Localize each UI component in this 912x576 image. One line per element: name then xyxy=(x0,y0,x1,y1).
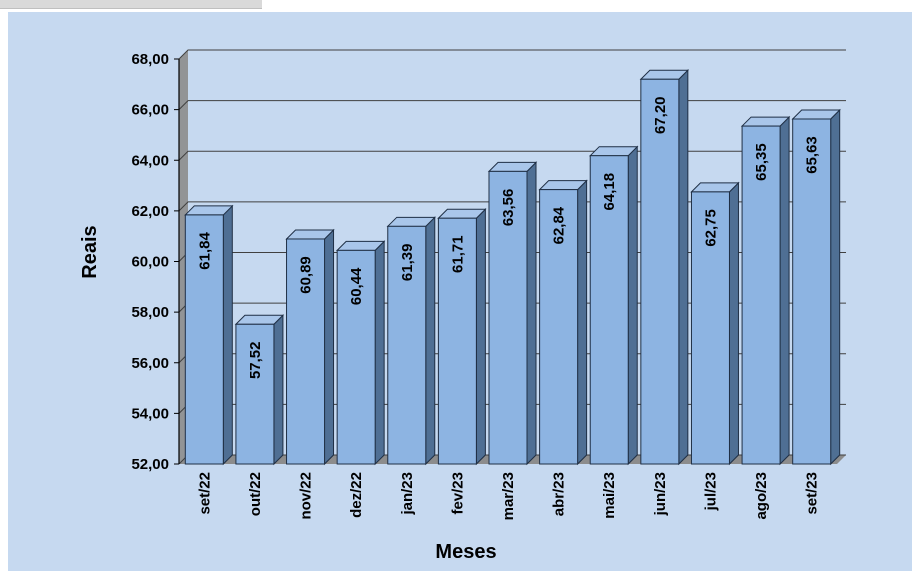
bar: 61,39 xyxy=(386,216,436,466)
bar-value-label: 67,20 xyxy=(652,96,669,134)
bar-top xyxy=(285,229,335,240)
x-tick-label: mar/23 xyxy=(500,472,517,520)
x-tick-label: jan/23 xyxy=(399,472,416,516)
x-axis-label: Meses xyxy=(435,541,496,563)
bar-side xyxy=(324,228,335,466)
bar-top xyxy=(690,182,740,193)
gridline xyxy=(178,49,846,60)
bar-side xyxy=(526,161,537,466)
bar-top xyxy=(184,205,234,216)
y-tick-label: 60,00 xyxy=(131,254,169,271)
bar-value-label: 60,89 xyxy=(298,256,315,294)
bar-side xyxy=(222,204,233,466)
x-axis: set/22 out/22 nov/22 dez/22 jan/23 fev/23 mar/… xyxy=(196,472,820,520)
bar-value-label: 60,44 xyxy=(348,267,365,305)
bar: 62,75 xyxy=(690,181,740,466)
y-tick-label: 68,00 xyxy=(131,51,169,68)
bar: 65,35 xyxy=(740,115,791,466)
bar-value-label: 64,18 xyxy=(601,173,618,211)
bar-top xyxy=(639,69,690,80)
bar-top xyxy=(538,180,588,191)
bar: 63,56 xyxy=(487,161,538,466)
bar-front xyxy=(235,323,275,465)
x-tick-label: set/23 xyxy=(804,472,821,515)
x-tick-label: ago/23 xyxy=(753,472,770,520)
bar-top xyxy=(335,240,386,251)
bar-value-label: 65,35 xyxy=(753,143,770,181)
bar-front xyxy=(690,191,730,465)
y-tick-label: 52,00 xyxy=(131,456,169,473)
bar-side xyxy=(374,240,385,466)
bar-front xyxy=(640,78,680,465)
bar-chart: 52,00 54,00 56,00 58,00 60,00 62,00 64,00 66,00… xyxy=(79,49,846,563)
y-axis-label: Reais xyxy=(79,225,101,278)
x-tick-label: jul/23 xyxy=(702,472,719,511)
bar-top xyxy=(791,109,841,120)
bar: 61,71 xyxy=(437,208,487,466)
bar-top xyxy=(234,314,285,325)
bar: 64,18 xyxy=(589,145,639,466)
bar: 61,84 xyxy=(184,204,234,466)
bar-side xyxy=(475,208,486,466)
y-tick-label: 56,00 xyxy=(131,355,169,372)
bar-value-label: 65,63 xyxy=(804,136,821,174)
bar: 60,44 xyxy=(335,240,386,466)
bar-value-label: 61,71 xyxy=(449,235,466,273)
bar-front xyxy=(286,238,326,465)
x-tick-label: nov/22 xyxy=(298,472,315,520)
bar-front xyxy=(589,155,629,465)
x-tick-label: mai/23 xyxy=(601,472,618,519)
x-tick-label: dez/22 xyxy=(348,472,365,518)
bar-front xyxy=(792,118,832,465)
bar-side xyxy=(779,115,790,466)
bar-front xyxy=(184,214,224,465)
bar-side xyxy=(577,179,588,466)
bar-value-label: 62,84 xyxy=(551,206,568,244)
bar: 60,89 xyxy=(285,228,335,466)
bar-value-label: 63,56 xyxy=(500,189,517,227)
bar: 65,63 xyxy=(791,108,841,466)
bar-front xyxy=(741,125,781,465)
bar-side xyxy=(273,314,284,466)
chart-area: 52,00 54,00 56,00 58,00 60,00 62,00 64,00 66,00… xyxy=(8,12,912,571)
bars: 61,84 57,52 60,89 60,44 61,39 61,71 63,56 62,84… xyxy=(184,69,841,466)
x-tick-label: set/22 xyxy=(196,472,213,515)
bar-side xyxy=(728,181,739,466)
y-axis: 52,00 54,00 56,00 58,00 60,00 62,00 64,00 66,00… xyxy=(131,51,180,473)
bar-front xyxy=(387,225,427,465)
x-tick-label: jun/23 xyxy=(652,472,669,516)
bar-front xyxy=(336,249,376,465)
top-tab xyxy=(0,0,262,9)
bar-top xyxy=(437,208,487,219)
x-tick-label: abr/23 xyxy=(551,472,568,516)
bar-top xyxy=(487,161,538,172)
x-tick-label: fev/23 xyxy=(449,472,466,515)
y-tick-label: 58,00 xyxy=(131,304,169,321)
y-tick-label: 62,00 xyxy=(131,203,169,220)
bar-side xyxy=(627,145,638,466)
bar-value-label: 57,52 xyxy=(247,342,264,380)
x-tick-label: out/22 xyxy=(247,472,264,516)
bar: 67,20 xyxy=(639,69,690,466)
bar-front xyxy=(488,170,528,465)
bar-side xyxy=(830,108,841,466)
gridline xyxy=(178,100,846,110)
bar-front xyxy=(539,189,579,465)
bar-side xyxy=(678,69,689,466)
y-tick-label: 66,00 xyxy=(131,102,169,119)
bar-value-label: 61,39 xyxy=(399,244,416,282)
y-tick-label: 54,00 xyxy=(131,405,169,422)
bar-top xyxy=(740,116,791,127)
bar-top xyxy=(386,216,436,227)
bar-side xyxy=(425,216,436,466)
bar-value-label: 62,75 xyxy=(702,209,719,247)
bar: 62,84 xyxy=(538,179,588,466)
bar-front xyxy=(437,217,477,465)
y-tick-label: 64,00 xyxy=(131,152,169,169)
bar-top xyxy=(589,146,639,157)
bar-value-label: 61,84 xyxy=(196,232,213,270)
bar: 57,52 xyxy=(234,314,285,466)
